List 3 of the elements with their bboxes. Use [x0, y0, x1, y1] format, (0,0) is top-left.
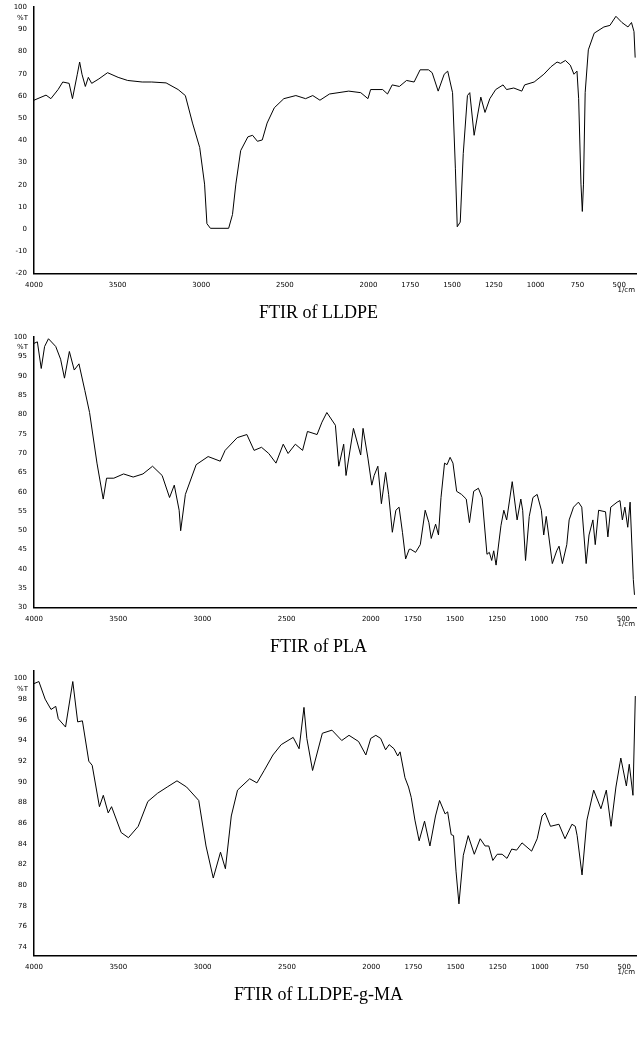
text: FTIR of LLDPE: [258, 301, 379, 324]
text: FTIR of LLDPE-g-MA: [233, 983, 404, 1006]
text: FTIR of PLA: [269, 635, 368, 658]
